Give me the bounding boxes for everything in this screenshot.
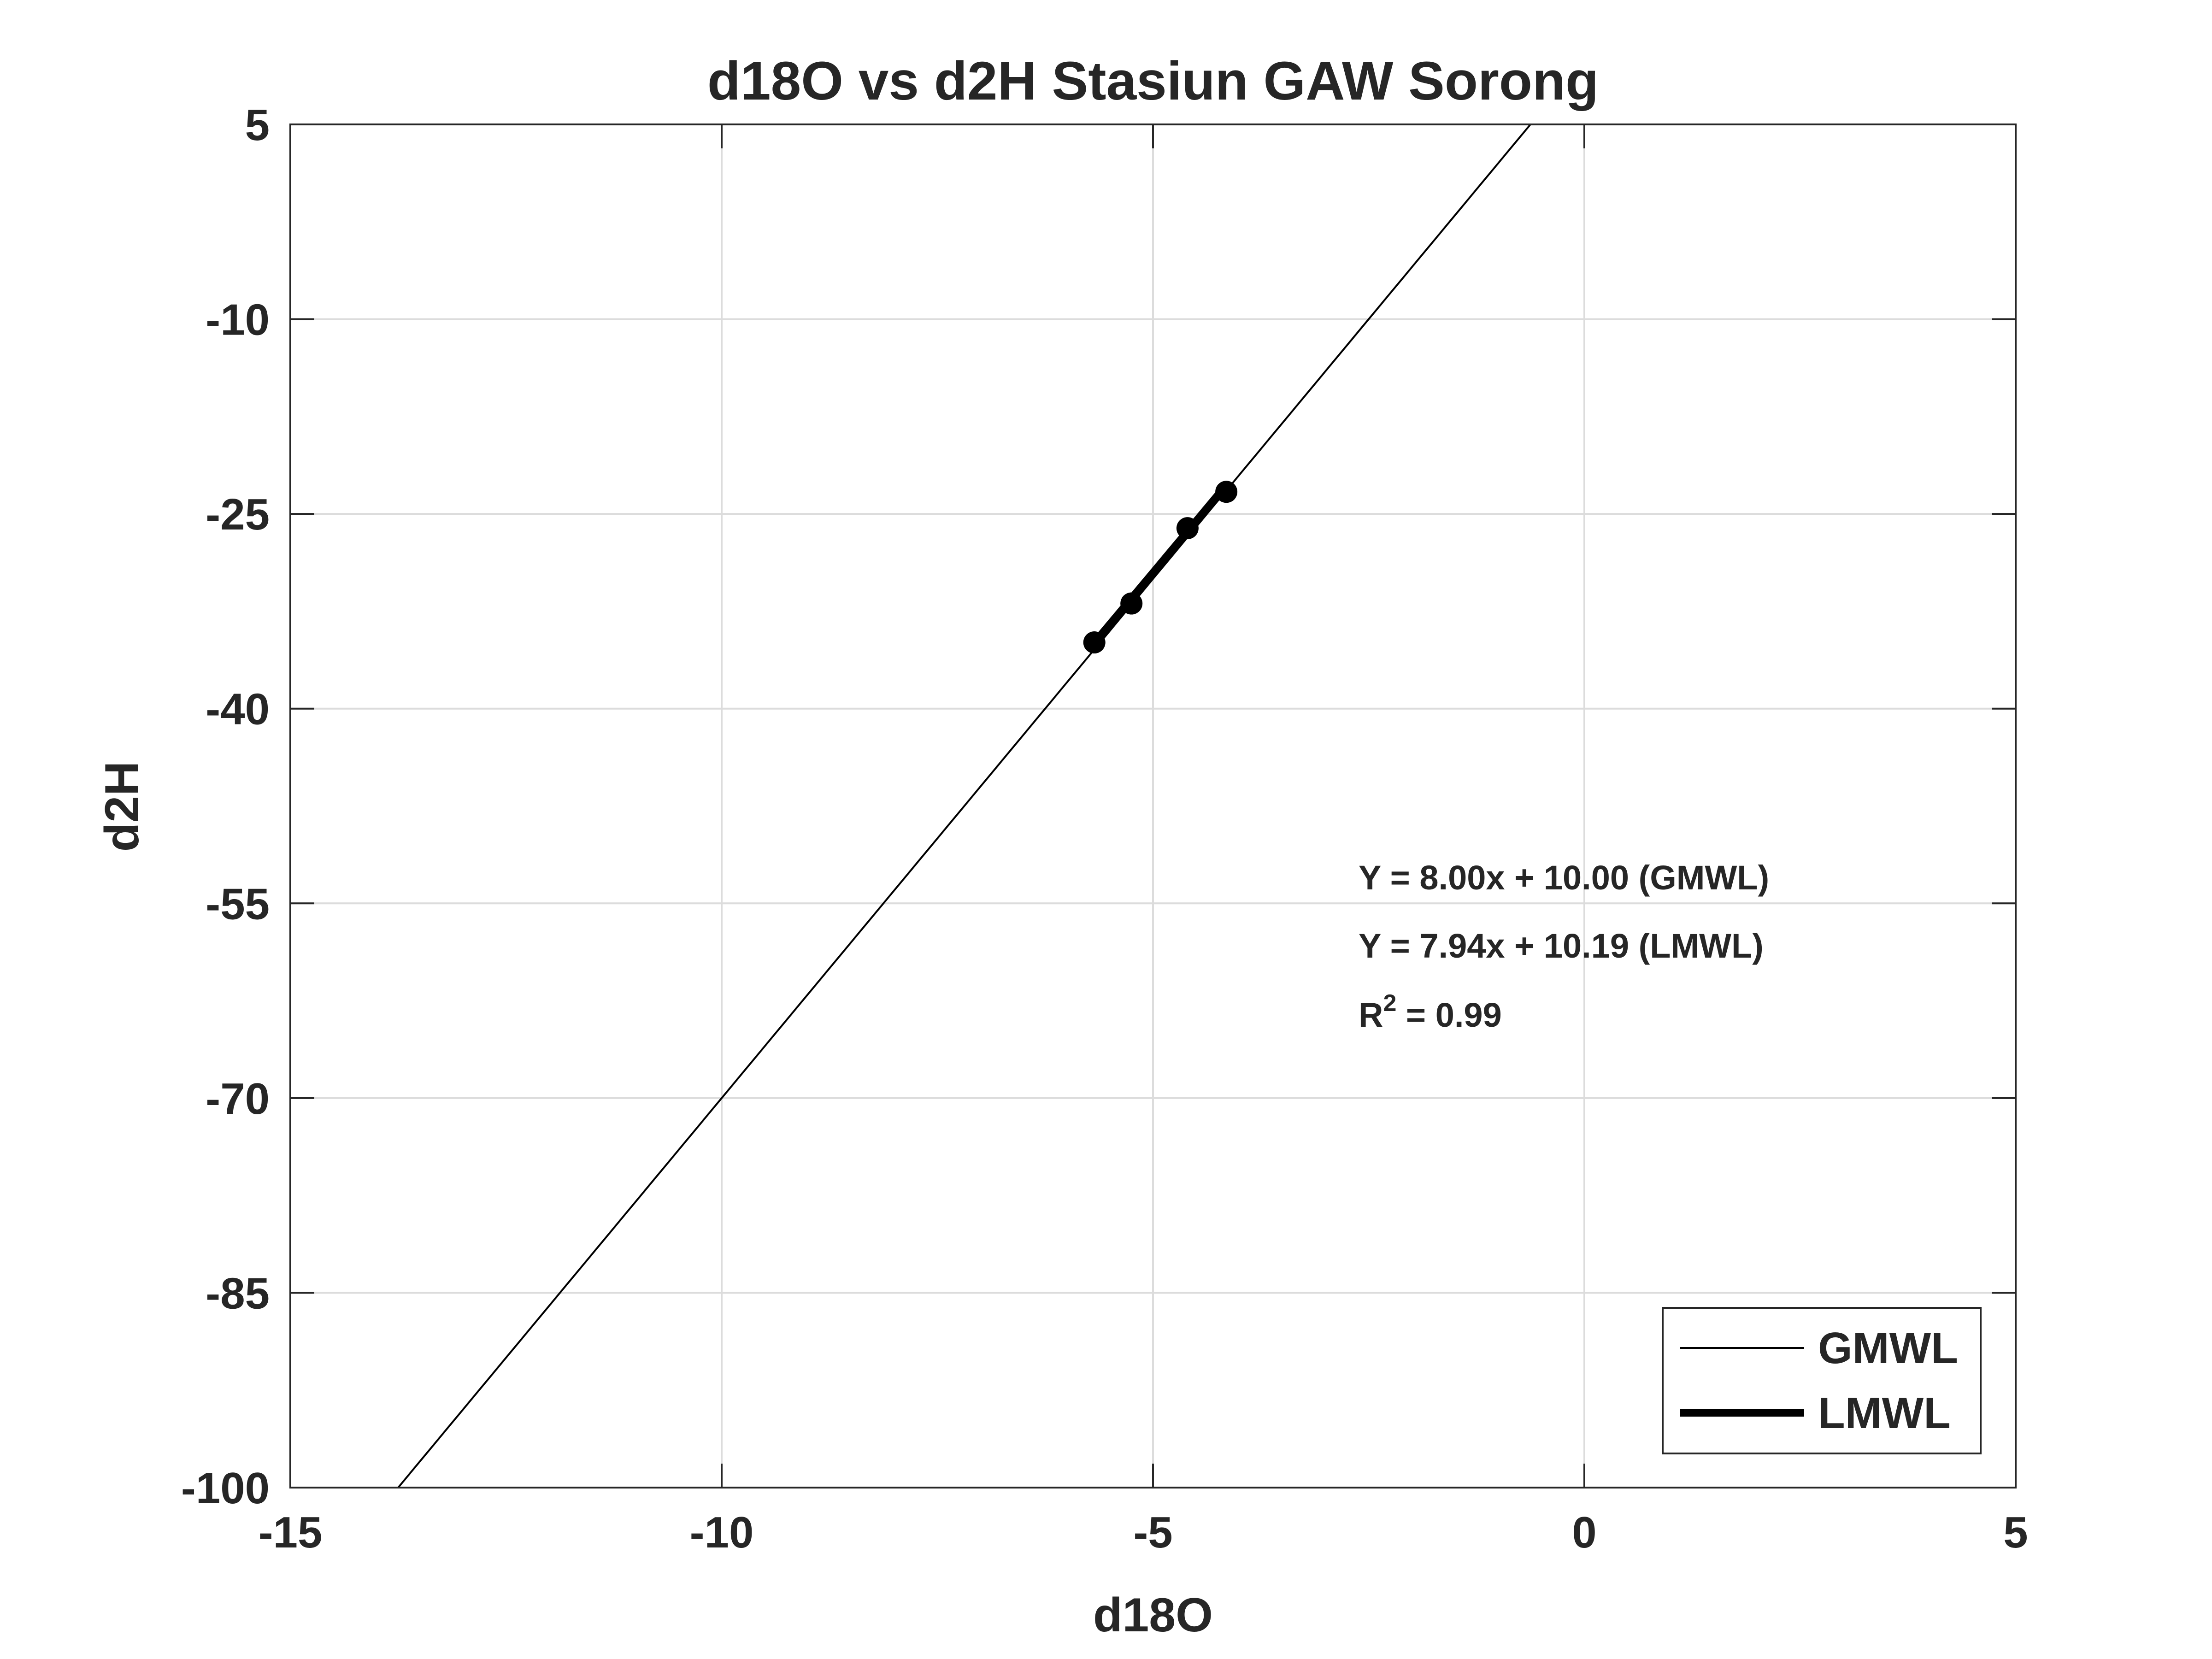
annotation-gmwl-equation: Y = 8.00x + 10.00 (GMWL): [1359, 859, 1769, 897]
x-axis-label: d18O: [1093, 1588, 1213, 1642]
legend: GMWL LMWL: [1662, 1307, 1982, 1454]
y-tick-label: 5: [245, 100, 270, 150]
y-tick-label: -25: [206, 490, 270, 539]
y-axis-label: d2H: [95, 761, 149, 852]
x-tick-label: -15: [259, 1508, 323, 1557]
y-tick-label: -70: [206, 1074, 270, 1124]
data-point: [1083, 631, 1106, 654]
x-tick-label: 0: [1572, 1508, 1596, 1557]
legend-box: [1662, 1307, 1982, 1454]
grid: [290, 124, 2016, 1488]
chart-title: d18O vs d2H Stasiun GAW Sorong: [707, 51, 1599, 112]
ticks-layer: -15 -10 -5 0 5 -100 -85 -70 -55 -40 -25 -10 5: [181, 100, 2028, 1557]
annotation-r-squared-value: = 0.99: [1396, 996, 1501, 1034]
x-tick-label: -10: [690, 1508, 754, 1557]
legend-label-lmwl: LMWL: [1818, 1388, 1951, 1438]
x-tick-label: 5: [2003, 1508, 2028, 1557]
data-point: [1176, 517, 1199, 540]
legend-label-gmwl: GMWL: [1818, 1324, 1958, 1373]
lmwl-line: [1091, 482, 1230, 645]
gmwl-line: [397, 124, 1531, 1488]
annotation-lmwl-equation: Y = 7.94x + 10.19 (LMWL): [1359, 927, 1764, 965]
data-point: [1215, 481, 1238, 503]
series-layer: [397, 124, 1531, 1488]
y-tick-label: -100: [181, 1464, 270, 1513]
annotation-r-squared-exponent: 2: [1383, 990, 1396, 1017]
annotation-r-squared-base: R: [1359, 996, 1383, 1034]
data-point: [1120, 592, 1143, 615]
annotation-r-squared: R2 = 0.99: [1359, 990, 1502, 1034]
y-tick-label: -85: [206, 1269, 270, 1318]
y-tick-label: -40: [206, 685, 270, 734]
y-tick-label: -10: [206, 295, 270, 345]
y-tick-label: -55: [206, 879, 270, 929]
x-tick-label: -5: [1133, 1508, 1172, 1557]
